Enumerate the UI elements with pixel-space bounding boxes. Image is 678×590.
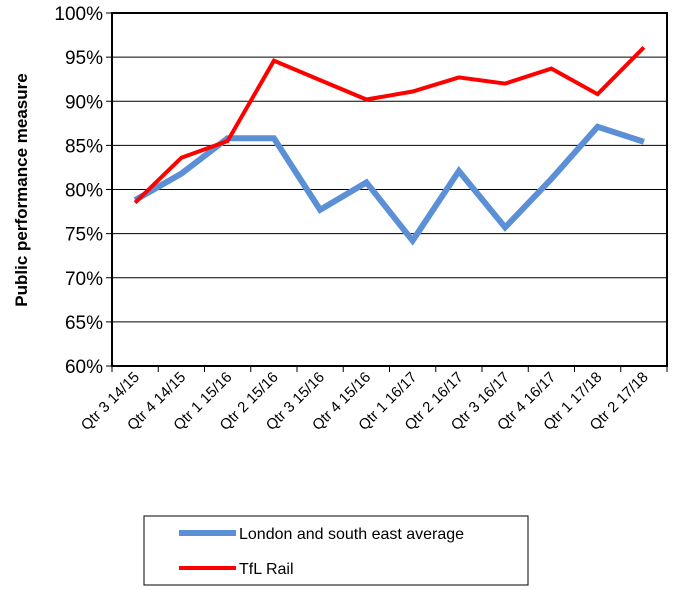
legend-box	[143, 515, 529, 586]
y-axis-title: Public performance measure	[12, 73, 31, 306]
y-tick-label: 90%	[65, 92, 103, 113]
y-axis: 60% 65% 70% 75% 80% 85% 90% 95% 100%	[54, 4, 112, 378]
y-tick-label: 80%	[65, 181, 103, 202]
y-tick-label: 100%	[54, 4, 103, 25]
y-tick-label: 75%	[65, 225, 103, 246]
y-tick-label: 70%	[65, 269, 103, 290]
series-line-tfl-rail	[133, 45, 646, 205]
y-tick-label: 65%	[65, 313, 103, 334]
legend: London and south east average TfL Rail	[143, 515, 529, 586]
legend-label-london-and-south-east-average: London and south east average	[239, 526, 464, 543]
y-tick-label: 60%	[65, 357, 103, 378]
legend-label-tfl-rail: TfL Rail	[239, 561, 294, 578]
grid-lines	[112, 56, 667, 323]
series-lines	[133, 45, 646, 246]
y-tick-label: 95%	[65, 48, 103, 69]
y-tick-label: 85%	[65, 136, 103, 157]
series-line-london-and-south-east-average	[133, 123, 645, 246]
